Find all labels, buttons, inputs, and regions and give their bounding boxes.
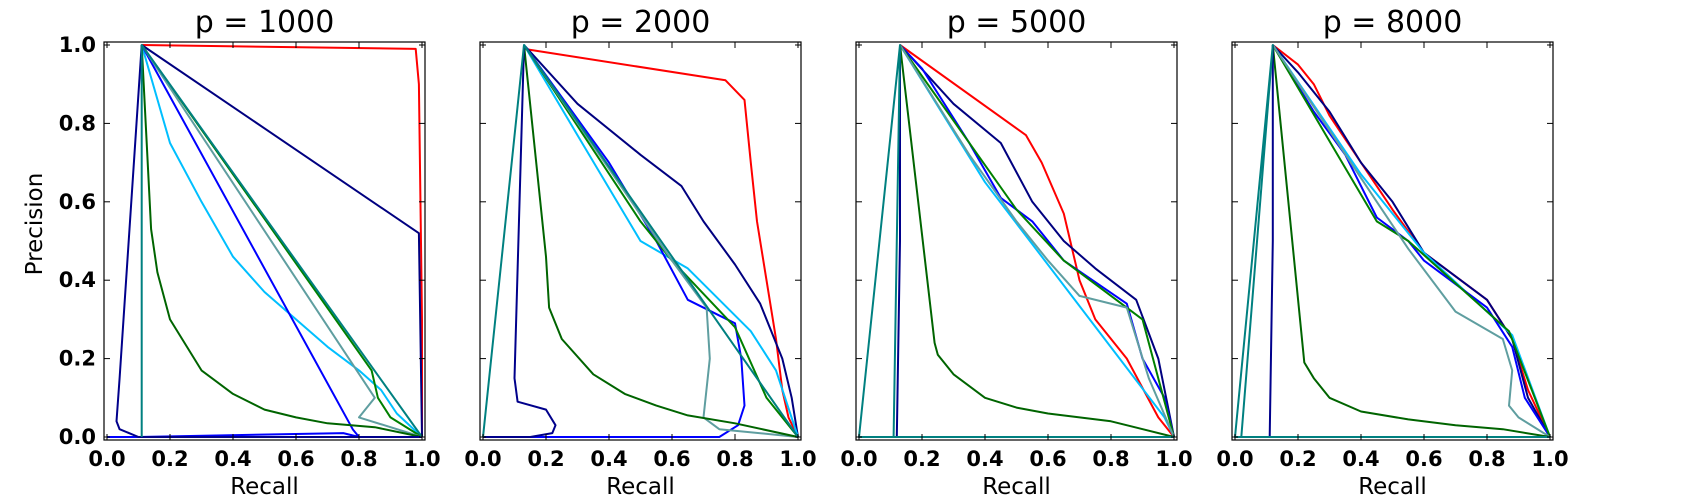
series-line-2: [899, 44, 1175, 438]
series-line-3: [523, 44, 799, 438]
series-line-5: [899, 44, 1175, 438]
x-tick-label: 0.4: [1342, 447, 1379, 471]
x-tick-label: 0.8: [1092, 447, 1129, 471]
series-line-2: [523, 44, 799, 438]
x-axis-label: Recall: [606, 474, 675, 500]
series-line-8: [115, 44, 422, 438]
panel-1: p = 1000 0.0 0.2 0.4 0.6 0.8 1.0 0.0 0.2 0.4 0.6 0.…: [59, 5, 441, 500]
y-tick-label: 0.0: [59, 425, 96, 449]
x-tick-label: 0.2: [151, 447, 188, 471]
x-axis-label: Recall: [230, 474, 299, 500]
series-group: [1234, 44, 1551, 438]
panel-2: p = 2000 0.0 0.2 0.4 0.6 0.8 1.0 Recall: [464, 5, 816, 500]
series-line-5: [1271, 44, 1551, 438]
panel-3: p = 5000 0.0 0.2 0.4 0.6 0.8 1.0 Recall: [840, 5, 1192, 500]
x-tick-label: 0.2: [903, 447, 940, 471]
series-group: [107, 44, 423, 438]
x-tick-label: 0.0: [1216, 447, 1253, 471]
series-group: [482, 44, 799, 438]
series-line-3: [140, 44, 423, 438]
series-line-1: [899, 44, 1175, 438]
panel-title: p = 2000: [571, 5, 711, 40]
series-line-8: [1234, 45, 1550, 438]
series-line-6: [899, 44, 1175, 438]
series-line-7: [523, 44, 799, 438]
series-line-4: [1271, 44, 1551, 438]
series-line-6: [140, 44, 423, 438]
series-line-1: [523, 47, 799, 438]
series-line-4: [107, 44, 360, 438]
series-group: [858, 44, 1175, 438]
panel-4: p = 8000 0.0 0.2 0.4 0.6 0.8 1.0 Recall: [1216, 5, 1568, 500]
x-tick-label: 0.8: [1468, 447, 1505, 471]
series-line-9: [858, 44, 1174, 438]
x-tick-label: 1.0: [403, 447, 440, 471]
series-line-6: [1271, 44, 1551, 438]
series-line-7: [140, 44, 423, 438]
plot-frame: [1231, 41, 1554, 441]
x-tick-label: 0.2: [527, 447, 564, 471]
series-line-9: [482, 44, 799, 438]
panel-title: p = 5000: [947, 5, 1087, 40]
series-line-9: [1234, 44, 1550, 438]
series-line-7: [1271, 44, 1551, 438]
panel-title: p = 1000: [195, 5, 335, 40]
x-tick-label: 0.8: [340, 447, 377, 471]
series-line-4: [899, 44, 1175, 438]
series-line-5: [140, 44, 423, 438]
series-line-8: [483, 44, 557, 438]
plot-frame: [103, 41, 426, 441]
series-line-2: [141, 44, 423, 438]
x-tick-label: 0.6: [1405, 447, 1442, 471]
plot-frame: [479, 41, 802, 441]
plot-frame: [855, 41, 1178, 441]
x-axis-label: Recall: [982, 474, 1051, 500]
x-tick-label: 1.0: [779, 447, 816, 471]
series-line-2: [1272, 44, 1551, 438]
panel-title: p = 8000: [1323, 5, 1463, 40]
y-tick-label: 0.8: [59, 111, 96, 135]
y-tick-label: 0.4: [59, 268, 96, 292]
series-line-3: [1271, 44, 1551, 438]
x-tick-label: 0.6: [277, 447, 314, 471]
series-line-5: [523, 44, 799, 438]
x-tick-label: 0.4: [966, 447, 1003, 471]
x-tick-label: 0.4: [214, 447, 251, 471]
y-tick-label: 1.0: [59, 33, 96, 57]
y-tick-label: 0.2: [59, 347, 96, 371]
x-tick-label: 0.2: [1279, 447, 1316, 471]
y-tick-label: 0.6: [59, 190, 96, 214]
x-tick-label: 0.0: [464, 447, 501, 471]
series-line-9: [140, 44, 423, 438]
x-tick-label: 0.0: [88, 447, 125, 471]
panels: p = 1000 0.0 0.2 0.4 0.6 0.8 1.0 0.0 0.2 0.4 0.6 0.…: [59, 5, 1569, 500]
x-axis-label: Recall: [1358, 474, 1427, 500]
x-tick-label: 1.0: [1155, 447, 1192, 471]
x-tick-label: 0.8: [716, 447, 753, 471]
x-tick-label: 1.0: [1531, 447, 1568, 471]
series-line-7: [899, 44, 1175, 438]
x-tick-label: 0.0: [840, 447, 877, 471]
x-tick-label: 0.6: [1029, 447, 1066, 471]
series-line-6: [523, 44, 799, 438]
y-axis-label: Precision: [22, 173, 48, 276]
x-tick-label: 0.4: [590, 447, 627, 471]
x-tick-label: 0.6: [653, 447, 690, 471]
